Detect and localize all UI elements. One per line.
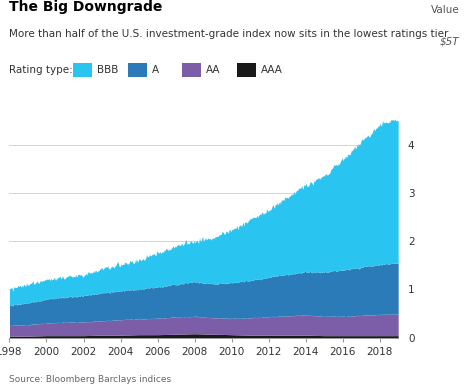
- Bar: [128, 63, 147, 77]
- Text: Value: Value: [431, 5, 460, 15]
- Text: $5T: $5T: [440, 37, 460, 47]
- Text: A: A: [152, 65, 159, 75]
- Bar: [182, 63, 201, 77]
- Bar: [237, 63, 256, 77]
- Text: Rating type:: Rating type:: [9, 65, 73, 75]
- Text: AAA: AAA: [261, 65, 283, 75]
- Text: AA: AA: [206, 65, 221, 75]
- Text: BBB: BBB: [97, 65, 118, 75]
- Text: Source: Bloomberg Barclays indices: Source: Bloomberg Barclays indices: [9, 375, 172, 384]
- Text: The Big Downgrade: The Big Downgrade: [9, 0, 163, 14]
- Bar: [73, 63, 92, 77]
- Text: More than half of the U.S. investment-grade index now sits in the lowest ratings: More than half of the U.S. investment-gr…: [9, 29, 449, 39]
